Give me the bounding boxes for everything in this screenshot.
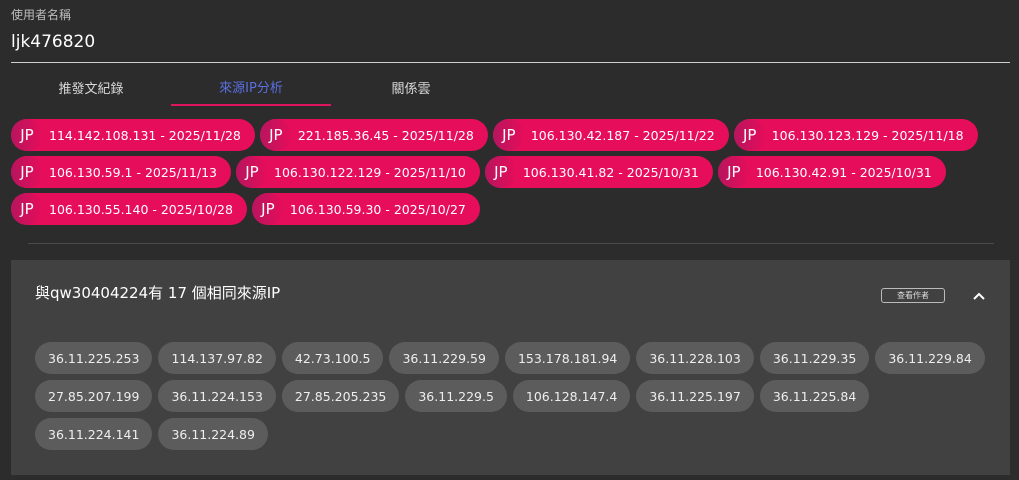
shared-ip-chip[interactable]: 153.178.181.94 <box>504 342 631 374</box>
ip-chip-label: 106.130.42.91 - 2025/10/31 <box>755 164 932 180</box>
country-code: JP <box>236 156 268 188</box>
shared-ip-chip[interactable]: 36.11.224.153 <box>158 380 276 412</box>
ip-chip-label: 106.130.55.140 - 2025/10/28 <box>49 201 233 217</box>
shared-ip-chip[interactable]: 42.73.100.5 <box>281 342 384 374</box>
ip-chip[interactable]: JP 221.185.36.45 - 2025/11/28 <box>259 119 488 151</box>
shared-ip-chip[interactable]: 36.11.229.35 <box>759 342 870 374</box>
country-code: JP <box>11 193 43 225</box>
shared-ip-list: 36.11.225.253 114.137.97.82 42.73.100.5 … <box>35 342 985 450</box>
view-author-button[interactable]: 查看作者 <box>881 288 945 303</box>
shared-ip-chip[interactable]: 36.11.228.103 <box>636 342 754 374</box>
ip-chip[interactable]: JP 106.130.59.30 - 2025/10/27 <box>251 193 480 225</box>
ip-chip-label: 106.130.42.187 - 2025/11/22 <box>530 127 715 143</box>
shared-ip-title: 與qw30404224有 17 個相同來源IP <box>35 284 281 302</box>
country-code: JP <box>251 193 284 225</box>
ip-chip-label: 106.130.59.1 - 2025/11/13 <box>49 164 217 180</box>
ip-chip[interactable]: JP 106.130.122.129 - 2025/11/10 <box>236 156 480 188</box>
country-code: JP <box>717 156 750 188</box>
shared-ip-chip[interactable]: 27.85.207.199 <box>35 380 153 412</box>
username-field[interactable]: 使用者名稱 ljk476820 <box>11 6 1010 63</box>
ip-chip[interactable]: JP 114.142.108.131 - 2025/11/28 <box>11 119 255 151</box>
ip-chip[interactable]: JP 106.130.42.91 - 2025/10/31 <box>717 156 946 188</box>
shared-ip-panel: 與qw30404224有 17 個相同來源IP 查看作者 36.11.225.2… <box>11 260 1010 475</box>
shared-ip-chip[interactable]: 36.11.225.253 <box>35 342 153 374</box>
shared-ip-chip[interactable]: 36.11.224.89 <box>158 418 268 450</box>
tab-ip-analysis[interactable]: 來源IP分析 <box>171 68 331 106</box>
ip-chip[interactable]: JP 106.130.59.1 - 2025/11/13 <box>11 156 231 188</box>
country-code: JP <box>484 156 517 188</box>
shared-ip-chip[interactable]: 114.137.97.82 <box>158 342 276 374</box>
country-code: JP <box>11 119 43 151</box>
ip-chip[interactable]: JP 106.130.123.129 - 2025/11/18 <box>733 119 978 151</box>
shared-ip-chip[interactable]: 36.11.225.197 <box>636 380 754 412</box>
country-code: JP <box>11 156 43 188</box>
ip-chip[interactable]: JP 106.130.41.82 - 2025/10/31 <box>484 156 713 188</box>
tab-post-history[interactable]: 推發文紀錄 <box>58 81 124 97</box>
chevron-up-icon[interactable] <box>969 286 989 306</box>
ip-chip-label: 106.130.59.30 - 2025/10/27 <box>289 201 466 217</box>
ip-chip-label: 221.185.36.45 - 2025/11/28 <box>297 127 474 143</box>
shared-ip-chip[interactable]: 27.85.205.235 <box>281 380 400 412</box>
ip-chip[interactable]: JP 106.130.55.140 - 2025/10/28 <box>11 193 247 225</box>
ip-chip[interactable]: JP 106.130.42.187 - 2025/11/22 <box>492 119 729 151</box>
section-divider <box>28 243 994 244</box>
shared-ip-chip[interactable]: 106.128.147.4 <box>512 380 631 412</box>
ip-chip-label: 106.130.122.129 - 2025/11/10 <box>274 164 466 180</box>
ip-chip-label: 106.130.123.129 - 2025/11/18 <box>771 127 964 143</box>
ip-chip-label: 114.142.108.131 - 2025/11/28 <box>49 127 241 143</box>
username-value[interactable]: ljk476820 <box>11 30 1010 63</box>
country-code: JP <box>259 119 292 151</box>
tab-relation-cloud[interactable]: 關係雲 <box>391 81 431 97</box>
ip-chip-label: 106.130.41.82 - 2025/10/31 <box>522 164 699 180</box>
shared-ip-chip[interactable]: 36.11.229.5 <box>405 380 507 412</box>
shared-ip-chip[interactable]: 36.11.229.59 <box>389 342 499 374</box>
country-code: JP <box>492 119 525 151</box>
ip-chip-list: JP 114.142.108.131 - 2025/11/28 JP 221.185… <box>11 119 1001 225</box>
username-label: 使用者名稱 <box>11 8 72 22</box>
shared-ip-chip[interactable]: 36.11.229.84 <box>875 342 985 374</box>
tab-bar: 推發文紀錄 來源IP分析 關係雲 <box>11 68 491 106</box>
country-code: JP <box>733 119 766 151</box>
shared-ip-chip[interactable]: 36.11.224.141 <box>35 418 153 450</box>
shared-ip-chip[interactable]: 36.11.225.84 <box>759 380 870 412</box>
